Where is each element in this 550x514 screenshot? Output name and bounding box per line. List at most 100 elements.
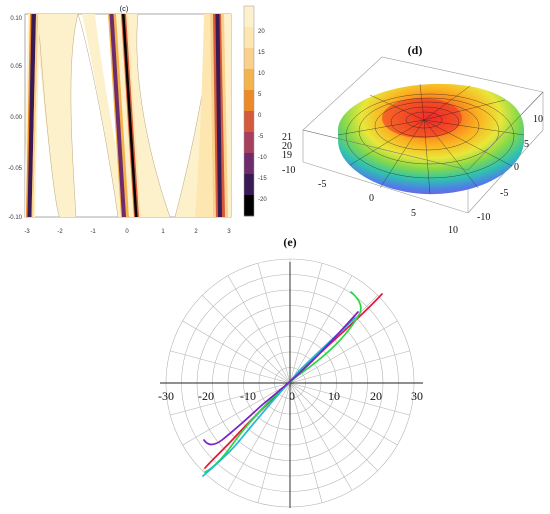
- polar-spoke: [202, 295, 291, 384]
- legend-tick-label: -20: [258, 197, 267, 203]
- panel-e: (e) -30 -20 -10 0 10 20 30: [158, 235, 423, 508]
- polar-spoke: [257, 263, 291, 384]
- polar-spoke: [289, 382, 353, 491]
- x-tick-label: 0: [369, 193, 374, 204]
- dome-mesh: [337, 83, 525, 195]
- y-tick-label: 0.10: [10, 16, 22, 22]
- z-tick-label: 21: [282, 132, 292, 143]
- panel-c: (c) 0: [8, 4, 267, 235]
- contour-stripe-mid-b-core: [122, 14, 138, 217]
- legend-tick-label: 15: [258, 50, 265, 56]
- legend-swatch: [244, 195, 254, 217]
- axis-tick-label: 20: [370, 389, 382, 403]
- axis-tick-label: 30: [411, 389, 423, 403]
- x-tick-label: -5: [318, 179, 326, 190]
- axis-tick-label: 10: [328, 389, 340, 403]
- y-tick-label: -10: [477, 212, 490, 223]
- y-tick-label: 0.00: [10, 115, 22, 121]
- y-tick-label: -5: [500, 188, 508, 199]
- axis-tick-label: 0: [289, 389, 295, 403]
- contour-band-right-pale: [195, 14, 213, 217]
- legend-tick-label: 5: [258, 92, 262, 98]
- legend-swatch: [244, 90, 254, 112]
- curve-green: [204, 291, 362, 473]
- polar-spoke: [227, 382, 291, 491]
- panel-c-legend: 20 15 10 5 0 -5 -10 -15 -20: [243, 5, 267, 217]
- panel-e-title: (e): [283, 235, 296, 249]
- legend-swatch: [244, 27, 254, 49]
- polar-curves: [202, 291, 383, 477]
- axis-tick-label: -10: [240, 389, 256, 403]
- y-tick-label: -0.05: [8, 166, 22, 172]
- panel-d: (d): [282, 43, 544, 236]
- legend-tick-label: 20: [258, 29, 265, 35]
- box-edge: [302, 129, 469, 171]
- polar-spoke: [289, 275, 353, 384]
- contour-bands: [25, 14, 231, 217]
- contour-stripe-mid-a-core: [109, 14, 126, 217]
- panel-c-x-ticks: -3 -2 -1 0 1 2 3: [24, 229, 231, 235]
- polar-spoke: [170, 382, 291, 416]
- x-tick-label: -10: [282, 165, 295, 176]
- z-tick-label: 20: [282, 141, 292, 152]
- dome-surface: [337, 83, 525, 195]
- legend-tick-label: -15: [258, 176, 267, 182]
- x-tick-label: -2: [57, 229, 63, 235]
- legend-tick-label: 10: [258, 71, 265, 77]
- x-tick-label: 5: [411, 208, 416, 219]
- curve-cyan: [202, 317, 356, 477]
- legend-tick-label: -10: [258, 155, 267, 161]
- box-edge: [467, 91, 544, 171]
- y-tick-label: 0.05: [10, 64, 22, 70]
- contour-band-arch: [25, 14, 128, 217]
- y-tick-label: 5: [524, 139, 529, 150]
- box-3d-front: [302, 91, 544, 171]
- legend-swatches: [244, 6, 254, 217]
- z-tick-label: 19: [282, 150, 292, 161]
- legend-tick-label: -5: [258, 134, 264, 140]
- box-edge: [302, 161, 469, 214]
- legend-swatch: [244, 69, 254, 91]
- polar-spoke: [289, 263, 323, 384]
- panel-c-y-ticks: 0.10 0.05 0.00 -0.05 -0.10: [8, 16, 22, 221]
- legend-swatch: [244, 111, 254, 133]
- legend-swatch: [244, 174, 254, 196]
- polar-spoke: [289, 350, 410, 384]
- x-tick-label: 0: [125, 229, 129, 235]
- contour-stripe-left-edge: [31, 14, 38, 217]
- polar-spoke: [170, 350, 291, 384]
- axis-tick-label: -30: [158, 389, 174, 403]
- legend-swatch: [244, 132, 254, 154]
- legend-swatch: [244, 6, 254, 28]
- legend-frame: [243, 5, 255, 217]
- polar-spoke: [182, 382, 291, 446]
- polar-spoke: [289, 382, 323, 503]
- x-tick-label: -1: [90, 229, 96, 235]
- panel-d-title: (d): [408, 43, 423, 57]
- polar-spoke: [289, 382, 410, 416]
- polar-spoke: [289, 382, 378, 471]
- legend-swatch: [244, 153, 254, 175]
- polar-spoke: [227, 275, 291, 384]
- polar-spoke: [257, 382, 291, 503]
- polar-spoke: [289, 382, 398, 446]
- contour-band-middle-outline: [136, 14, 171, 217]
- dome-cap: [382, 98, 462, 138]
- legend-swatch: [244, 48, 254, 70]
- y-tick-label: -0.10: [8, 215, 22, 221]
- contour-stripe-left-core: [27, 14, 36, 217]
- curve-purple: [203, 311, 359, 446]
- y-tick-label: 0: [514, 162, 519, 173]
- x-tick-label: 1: [161, 229, 165, 235]
- x-tick-label: 2: [194, 229, 198, 235]
- contour-band-arch-outline: [37, 14, 119, 217]
- legend-tick-label: 0: [258, 113, 262, 119]
- contour-stripe-right-core: [215, 14, 222, 217]
- x-tick-label: 10: [448, 225, 458, 236]
- axis-tick-label: -20: [198, 389, 214, 403]
- y-tick-label: 10: [533, 114, 543, 125]
- x-tick-label: -3: [24, 229, 30, 235]
- panel-c-title: (c): [120, 4, 129, 13]
- x-tick-label: 3: [227, 229, 231, 235]
